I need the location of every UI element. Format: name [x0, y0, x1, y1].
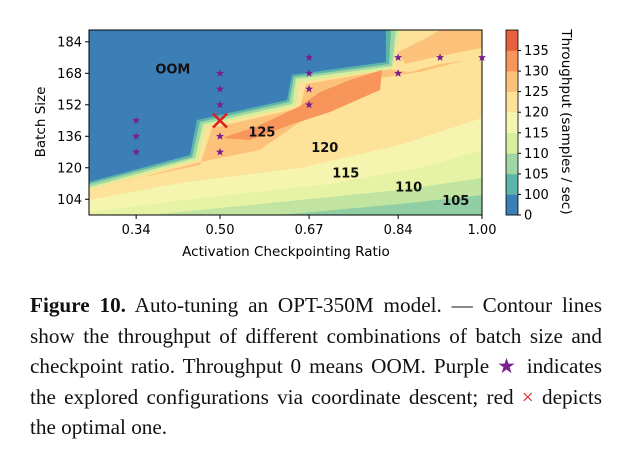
contour-label: 125	[248, 125, 275, 140]
colorbar: 0 100 105 110 115 120 125 130 135	[505, 29, 549, 224]
region-125a	[100, 32, 482, 186]
caption-text-2: indicates the explored configurations vi…	[30, 354, 602, 409]
y-axis-ticks: 104 120 136 152 168 184	[57, 35, 89, 208]
colorbar-tick-label: 130	[524, 65, 549, 80]
colorbar-segment	[506, 112, 518, 134]
region-105-low	[280, 195, 482, 215]
colorbar-tick-label: 125	[524, 85, 549, 100]
colorbar-segment	[506, 194, 518, 216]
colorbar-tick-label: 110	[524, 147, 549, 162]
x-tick-label: 0.67	[295, 223, 324, 238]
explored-star-marker	[305, 100, 314, 109]
y-tick-label: 168	[57, 67, 82, 82]
explored-star-marker	[216, 147, 224, 156]
y-tick-label: 136	[57, 130, 82, 145]
explored-star-marker	[216, 69, 224, 77]
explored-star-marker	[305, 84, 314, 93]
y-axis-label: Batch Size	[33, 87, 49, 158]
contour-regions	[89, 30, 482, 215]
explored-star-marker	[436, 53, 445, 61]
explored-star-marker	[305, 53, 314, 61]
explored-star-marker	[132, 132, 141, 140]
colorbar-segment	[506, 132, 518, 154]
explored-star-marker	[394, 69, 403, 77]
contour-label: 120	[311, 141, 338, 156]
explored-star-marker	[216, 132, 224, 140]
explored-star-marker	[394, 53, 403, 61]
y-tick-label: 184	[57, 35, 82, 50]
colorbar-segment	[506, 91, 518, 113]
y-tick-label: 152	[57, 98, 82, 113]
explored-star-marker	[216, 100, 224, 109]
y-tick-label: 120	[57, 161, 82, 176]
caption-label: Figure 10.	[30, 293, 126, 317]
colorbar-segment	[506, 30, 518, 51]
contour-label-group: OOM 125 120 115 110 105	[155, 62, 469, 209]
red-cross-icon: ×	[521, 384, 534, 409]
optimal-point	[212, 112, 228, 129]
contour-label: OOM	[155, 62, 190, 77]
x-axis-label: Activation Checkpointing Ratio	[182, 244, 390, 260]
explored-star-marker	[478, 53, 486, 61]
colorbar-segment	[506, 153, 518, 175]
colorbar-tick-label: 105	[524, 167, 549, 182]
x-tick-label: 0.50	[206, 223, 235, 238]
colorbar-tick-label: 135	[524, 44, 549, 59]
colorbar-label: Throughput (samples / sec)	[558, 28, 574, 214]
y-tick-label: 104	[57, 193, 82, 208]
colorbar-tick-label: 0	[524, 209, 532, 224]
x-tick-label: 0.34	[122, 223, 151, 238]
x-tick-label: 0.84	[384, 223, 413, 238]
colorbar-segment	[506, 71, 518, 92]
x-tick-label: 1.00	[468, 223, 497, 238]
colorbar-segment	[506, 173, 518, 195]
colorbar-tick-label: 115	[524, 126, 549, 141]
explored-star-marker	[132, 147, 141, 156]
contour-label: 110	[395, 180, 422, 195]
explored-star-marker	[132, 116, 141, 124]
purple-star-icon: ★	[497, 354, 519, 378]
colorbar-frame	[505, 29, 519, 216]
x-axis-ticks: 0.34 0.50 0.67 0.84 1.00	[122, 215, 497, 238]
region-130	[222, 70, 382, 140]
explored-star-marker	[216, 84, 224, 93]
colorbar-tick-label: 120	[524, 106, 549, 121]
contour-label: 115	[332, 167, 359, 182]
region-upper-125	[398, 30, 482, 64]
figure-caption: Figure 10. Auto-tuning an OPT-350M model…	[30, 290, 602, 443]
caption-text-3: depicts the optimal one.	[30, 384, 602, 440]
caption-text-1: Auto-tuning an OPT-350M model. — Contour…	[30, 293, 602, 378]
colorbar-segment	[506, 50, 518, 72]
optimal-cross-marker	[212, 112, 228, 129]
explored-points	[132, 53, 486, 156]
plot-frame	[88, 29, 483, 216]
contour-label: 105	[442, 194, 469, 209]
colorbar-tick-label: 100	[524, 188, 549, 203]
explored-star-marker	[305, 69, 314, 77]
